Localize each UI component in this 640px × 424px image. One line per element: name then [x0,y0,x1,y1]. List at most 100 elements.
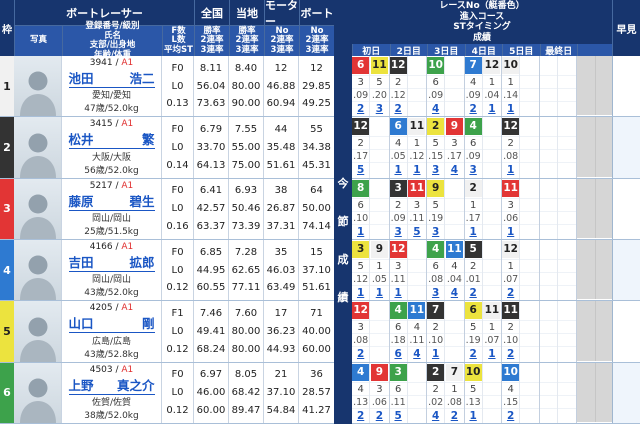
result-link[interactable]: 3 [431,164,440,177]
sub-line: 3連率 [235,44,259,55]
national-sub-header: 勝率 2連率 3連率 [194,26,229,56]
race-badge-slot: 6 [464,301,482,322]
result-link[interactable]: 2 [356,103,365,115]
racer-name-link[interactable]: 上野 真之介 [68,375,155,395]
race-badge-slot [482,363,501,383]
result-link[interactable]: 3 [469,164,477,177]
result-link[interactable]: 5 [413,225,421,238]
result-slot: 5 [390,409,407,423]
result-link[interactable]: 2 [469,103,477,115]
result-link[interactable]: 3 [431,286,440,299]
result-link[interactable]: 1 [506,225,515,238]
result-slot: 2 [502,286,519,300]
result-link[interactable]: 3 [431,225,440,238]
racer-branch: 大阪/大阪 [91,152,132,163]
result-link[interactable]: 2 [469,348,477,361]
reg-no: 3415 [89,119,113,130]
result-link[interactable]: 4 [450,164,459,177]
race-entry [520,240,539,300]
result-link[interactable]: 1 [375,286,384,299]
result-link[interactable]: 1 [488,103,496,115]
race-badge-slot: 11 [482,301,501,322]
result-link[interactable]: 3 [375,103,384,115]
result-link[interactable]: 1 [431,348,440,361]
result-link[interactable]: 5 [394,409,402,422]
result-slot: 1 [390,286,407,300]
result-link[interactable]: 2 [450,409,459,422]
sub-line: 2連率 [235,35,259,46]
racer-name-link[interactable]: 松井 繁 [68,129,155,150]
entry-course [370,137,389,151]
stat-value: 51.61 [266,159,296,171]
race-entry: 11 1.07 1 [482,301,501,361]
day-cell [539,178,577,239]
reg-no: 3941 [89,58,113,69]
local-stats: 8.05 68.42 89.47 [229,362,264,423]
racer-name-link[interactable]: 山口 剛 [68,313,155,334]
race-badge-slot [370,179,389,199]
race-badge-slot [557,301,576,322]
person-silhouette-icon [19,255,56,301]
st-timing: .08 [445,396,464,409]
result-link[interactable]: 4 [431,409,440,422]
motor-sub-header: No 2連率 3連率 [264,26,299,56]
result-slot [445,347,463,361]
result-link[interactable]: 1 [469,225,477,238]
entry-course [539,260,557,273]
result-link[interactable]: 3 [394,225,402,238]
fl-value: 0.13 [166,98,189,110]
result-link[interactable]: 1 [394,286,402,299]
current-series-strip: 今 節 成 績 [334,0,352,424]
result-link[interactable]: 1 [506,103,515,115]
race-entry [407,240,426,300]
results-row: 12 3.08 2 4 6.18 6 11 4.11 4 7 2.10 1 6 5.19 2 11 1.07 1 1… [352,301,640,363]
race-entry [557,301,576,361]
race-badge-slot [520,363,539,383]
result-link[interactable]: 1 [356,286,365,299]
result-link[interactable]: 2 [506,286,515,299]
race-entry [482,240,501,300]
race-number-badge: 10 [502,363,520,381]
result-link[interactable]: 2 [506,348,515,361]
result-link[interactable]: 1 [394,164,402,177]
stat-value: 36.23 [266,325,296,337]
result-link[interactable]: 2 [394,103,402,115]
result-link[interactable]: 2 [375,409,384,422]
result-link[interactable]: 1 [488,348,496,361]
reg-no: 4503 [89,364,113,375]
racer-info: 4503 / A1 上野 真之介 佐賀/佐賀 38歳/52.0kg [62,362,162,423]
stat-value: 41.27 [302,405,331,417]
racer-name-link[interactable]: 池田 浩二 [68,68,155,89]
racer-name-link[interactable]: 藤原 碧生 [68,191,155,211]
result-link[interactable]: 4 [450,286,459,299]
result-link[interactable]: 1 [413,164,421,177]
result-link[interactable]: 4 [431,103,440,115]
race-number-badge: 9 [427,179,445,197]
racer-name-link[interactable]: 吉田 拡郎 [68,252,155,273]
race-badge-slot [370,301,389,322]
result-link[interactable]: 1 [356,225,365,238]
national-stats: 8.11 56.04 73.63 [194,56,229,117]
result-link[interactable]: 6 [394,348,402,361]
result-slot: 1 [502,163,519,177]
result-link[interactable]: 2 [356,409,365,422]
result-link[interactable]: 2 [506,409,515,422]
entry-course: 5 [427,199,445,212]
race-badge-slot [482,179,501,199]
fl-st-cell: F0 L0 0.12 [162,239,194,301]
result-link[interactable]: 2 [356,348,365,361]
local-stats: 8.40 80.00 90.00 [229,56,264,117]
racer-reg-class: 4503 / A1 [89,364,134,375]
st-timing [520,212,539,225]
result-link[interactable]: 4 [413,348,421,361]
fl-value: F0 [171,62,184,74]
stat-value: 38 [274,185,288,197]
st-timing: .17 [464,212,482,225]
fl-value: 0.16 [166,221,189,233]
person-silhouette-icon [19,378,56,423]
result-link[interactable]: 5 [356,164,365,177]
result-link[interactable]: 1 [506,164,515,177]
result-link[interactable]: 2 [469,286,477,299]
race-badge-slot: 3 [389,179,407,199]
result-link[interactable]: 1 [469,409,477,422]
